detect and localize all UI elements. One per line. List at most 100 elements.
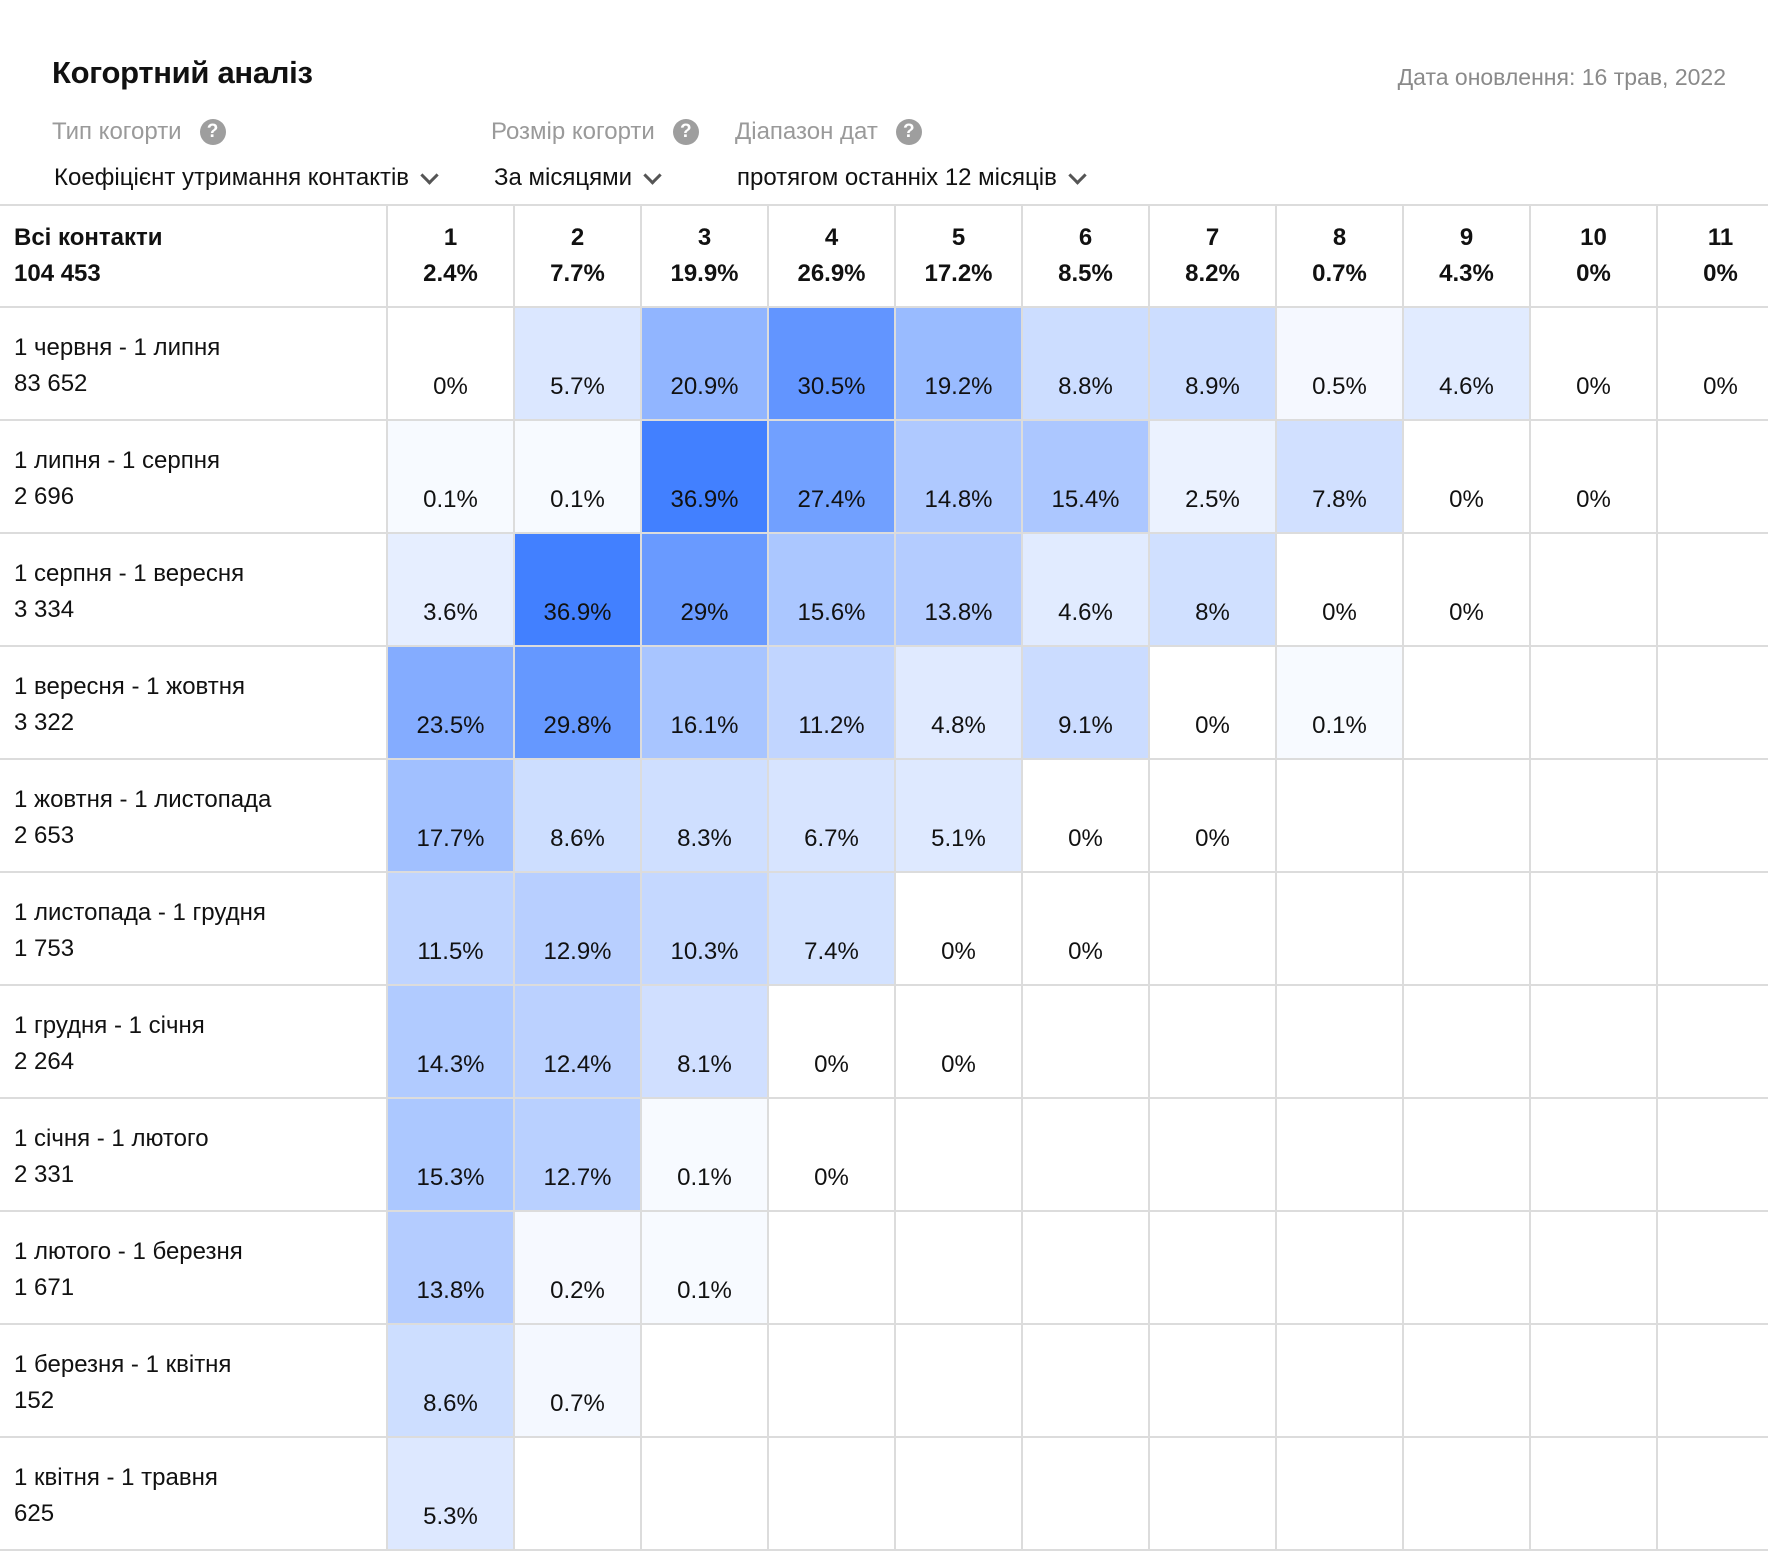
- empty-cell: [1529, 1097, 1658, 1212]
- retention-cell: 0%: [1529, 419, 1658, 534]
- cohort-count: 2 331: [14, 1161, 75, 1188]
- column-number: 6: [1078, 224, 1093, 251]
- cohort-count: 3 322: [14, 709, 75, 736]
- retention-cell: 0%: [1275, 532, 1404, 647]
- retention-cell: 30.5%: [767, 306, 896, 421]
- empty-cell: [640, 1323, 769, 1438]
- empty-cell: [1148, 1323, 1277, 1438]
- column-average: 8.5%: [1058, 260, 1113, 287]
- empty-cell: [894, 1436, 1023, 1551]
- cohort-size-label: Розмір когорти?: [491, 118, 699, 146]
- cohort-count: 2 696: [14, 483, 75, 510]
- cohort-label: 1 вересня - 1 жовтня 3 322: [0, 645, 388, 760]
- date-range-value: протягом останніх 12 місяців: [737, 164, 1057, 191]
- total-header: Всі контакти 104 453: [0, 204, 388, 308]
- retention-cell: 0%: [386, 306, 515, 421]
- column-number: 11: [1707, 224, 1734, 251]
- empty-cell: [1148, 1097, 1277, 1212]
- date-range-label: Діапазон дат?: [735, 118, 922, 146]
- table-row: 1 вересня - 1 жовтня 3 322 23.5% 29.8% 16.1%…: [0, 645, 1768, 760]
- retention-cell: 12.4%: [513, 984, 642, 1099]
- column-average: 17.2%: [924, 260, 993, 287]
- empty-cell: [513, 1436, 642, 1551]
- chevron-down-icon: [643, 165, 662, 185]
- column-header-2: 2 7.7%: [513, 204, 642, 308]
- retention-cell: 0%: [1402, 419, 1531, 534]
- retention-cell: 8%: [1148, 532, 1277, 647]
- chevron-down-icon: [420, 165, 439, 185]
- empty-cell: [1656, 645, 1768, 760]
- retention-cell: 20.9%: [640, 306, 769, 421]
- retention-cell: 2.5%: [1148, 419, 1277, 534]
- total-value: 104 453: [14, 260, 101, 287]
- cohort-type-value: Коефіцієнт утримання контактів: [54, 164, 410, 191]
- retention-cell: 8.8%: [1021, 306, 1150, 421]
- empty-cell: [894, 1210, 1023, 1325]
- table-row: 1 листопада - 1 грудня 1 753 11.5% 12.9% 10.…: [0, 871, 1768, 986]
- empty-cell: [1275, 1436, 1404, 1551]
- update-date: Дата оновлення: 16 трав, 2022: [1398, 64, 1726, 91]
- retention-cell: 8.1%: [640, 984, 769, 1099]
- column-average: 0%: [1703, 260, 1738, 287]
- help-icon[interactable]: ?: [672, 119, 699, 145]
- help-icon[interactable]: ?: [199, 119, 226, 145]
- retention-cell: 0.1%: [1275, 645, 1404, 760]
- cohort-label: 1 жовтня - 1 листопада 2 653: [0, 758, 388, 873]
- empty-cell: [1529, 1436, 1658, 1551]
- cohort-type-label-text: Тип когорти: [52, 118, 182, 145]
- total-label: Всі контакти: [14, 224, 163, 251]
- date-range-label-text: Діапазон дат: [735, 118, 878, 145]
- retention-cell: 6.7%: [767, 758, 896, 873]
- empty-cell: [1021, 1436, 1150, 1551]
- empty-cell: [1529, 984, 1658, 1099]
- cohort-label: 1 грудня - 1 січня 2 264: [0, 984, 388, 1099]
- empty-cell: [1148, 871, 1277, 986]
- table-row: 1 жовтня - 1 листопада 2 653 17.7% 8.6% 8.3%…: [0, 758, 1768, 873]
- column-number: 5: [951, 224, 966, 251]
- cohort-type-label: Тип когорти?: [52, 118, 226, 146]
- empty-cell: [767, 1210, 896, 1325]
- empty-cell: [1529, 1210, 1658, 1325]
- cohort-range: 1 червня - 1 липня: [14, 334, 221, 361]
- retention-cell: 19.2%: [894, 306, 1023, 421]
- empty-cell: [1148, 984, 1277, 1099]
- retention-cell: 0.2%: [513, 1210, 642, 1325]
- retention-cell: 13.8%: [386, 1210, 515, 1325]
- retention-cell: 15.3%: [386, 1097, 515, 1212]
- empty-cell: [1656, 871, 1768, 986]
- retention-cell: 10.3%: [640, 871, 769, 986]
- retention-cell: 0%: [1148, 758, 1277, 873]
- column-header-7: 7 8.2%: [1148, 204, 1277, 308]
- column-header-5: 5 17.2%: [894, 204, 1023, 308]
- retention-cell: 4.8%: [894, 645, 1023, 760]
- empty-cell: [1529, 758, 1658, 873]
- column-header-10: 10 0%: [1529, 204, 1658, 308]
- cohort-range: 1 квітня - 1 травня: [14, 1464, 218, 1491]
- cohort-count: 625: [14, 1500, 55, 1527]
- date-range-dropdown[interactable]: протягом останніх 12 місяців: [737, 164, 1087, 192]
- retention-cell: 0.1%: [640, 1097, 769, 1212]
- cohort-count: 1 671: [14, 1274, 75, 1301]
- empty-cell: [1402, 1097, 1531, 1212]
- retention-cell: 8.3%: [640, 758, 769, 873]
- cohort-size-dropdown[interactable]: За місяцями: [494, 164, 662, 192]
- cohort-count: 152: [14, 1387, 55, 1414]
- retention-cell: 0%: [1148, 645, 1277, 760]
- empty-cell: [767, 1436, 896, 1551]
- retention-cell: 12.7%: [513, 1097, 642, 1212]
- empty-cell: [1275, 758, 1404, 873]
- retention-cell: 29%: [640, 532, 769, 647]
- help-icon[interactable]: ?: [895, 119, 922, 145]
- cohort-range: 1 грудня - 1 січня: [14, 1012, 205, 1039]
- cohort-label: 1 червня - 1 липня 83 652: [0, 306, 388, 421]
- column-average: 26.9%: [797, 260, 866, 287]
- empty-cell: [1021, 1097, 1150, 1212]
- retention-cell: 27.4%: [767, 419, 896, 534]
- empty-cell: [640, 1436, 769, 1551]
- retention-cell: 8.6%: [513, 758, 642, 873]
- cohort-type-dropdown[interactable]: Коефіцієнт утримання контактів: [54, 164, 439, 192]
- table-row: 1 червня - 1 липня 83 652 0% 5.7% 20.9% 30.5%…: [0, 306, 1768, 421]
- retention-cell: 5.7%: [513, 306, 642, 421]
- retention-cell: 8.9%: [1148, 306, 1277, 421]
- retention-cell: 36.9%: [640, 419, 769, 534]
